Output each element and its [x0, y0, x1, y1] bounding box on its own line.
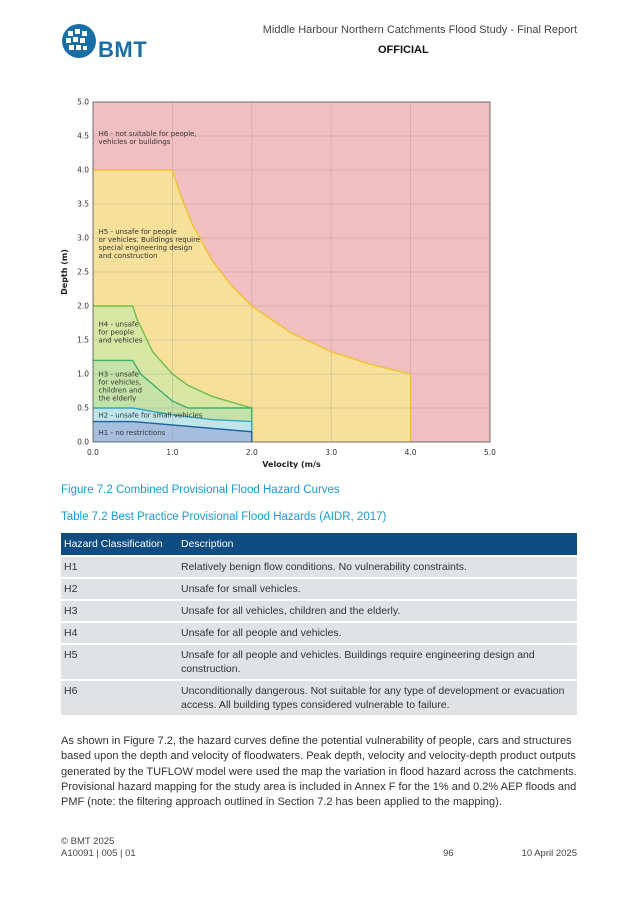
region-label-line: H3 - unsafe [99, 371, 139, 379]
y-tick-label: 3.0 [77, 234, 89, 243]
cell-classification: H1 [61, 557, 178, 577]
region-label-H5: H5 - unsafe for people or vehicles. Build… [99, 228, 201, 260]
y-tick-label: 3.5 [77, 200, 89, 209]
cell-classification: H2 [61, 579, 178, 599]
x-tick-label: 0.0 [87, 448, 99, 457]
table-row: H4 Unsafe for all people and vehicles. [61, 623, 577, 643]
table-row: H6 Unconditionally dangerous. Not suitab… [61, 681, 577, 715]
x-axis-label: Velocity (m/s [262, 460, 321, 469]
region-label-H6: H6 - not suitable for people, vehicles or… [99, 130, 197, 146]
region-label-line: H4 - unsafe [99, 320, 139, 328]
table-row: H5 Unsafe for all people and vehicles. B… [61, 645, 577, 679]
region-label-line: vehicles or buildings [99, 138, 171, 146]
table-header-row: Hazard Classification Description [61, 533, 577, 555]
plot-frame [92, 101, 491, 443]
region-label-line: or vehicles. Buildings require [99, 236, 201, 244]
y-axis-label: Depth (m) [60, 249, 69, 295]
table-row: H2 Unsafe for small vehicles. [61, 579, 577, 599]
boundary-H4 [93, 305, 253, 442]
cell-description: Unsafe for all vehicles, children and th… [178, 601, 577, 621]
boundary-H2 [93, 407, 253, 442]
region-label-H4: H4 - unsafe for people and vehicles [99, 320, 143, 344]
y-tick-label: 4.0 [77, 166, 89, 175]
region-label-line: children and [99, 387, 142, 395]
x-tick-label: 5.0 [484, 448, 496, 457]
logo-text: BMT [98, 37, 148, 62]
x-tick-label: 1.0 [166, 448, 178, 457]
y-tick-label: 0.0 [77, 438, 89, 447]
y-tick-label: 5.0 [77, 98, 89, 107]
footer-date: 10 April 2025 [521, 848, 577, 859]
x-tick-label: 2.0 [246, 448, 258, 457]
document-title: Middle Harbour Northern Catchments Flood… [262, 24, 577, 36]
region-label-line: H6 - not suitable for people, [99, 130, 197, 138]
y-tick-label: 0.5 [77, 404, 89, 413]
figure-caption: Figure 7.2 Combined Provisional Flood Ha… [61, 484, 340, 496]
region-label-H2: H2 - unsafe for small vehicles [99, 412, 203, 420]
boundary-H3 [93, 359, 253, 442]
region-label-line: and vehicles [99, 336, 143, 344]
table-caption: Table 7.2 Best Practice Provisional Floo… [61, 511, 387, 523]
footer-doc-ref: A10091 | 005 | 01 [61, 848, 136, 859]
cell-classification: H5 [61, 645, 178, 679]
boundary-H1 [93, 420, 253, 442]
region-label-H1: H1 - no restrictions [99, 429, 166, 437]
y-tick-label: 4.5 [77, 132, 89, 141]
region-label-line: H2 - unsafe for small vehicles [99, 412, 203, 420]
region-label-line: special engineering design [99, 244, 193, 252]
region-label-H3: H3 - unsafe for vehicles, children and the … [99, 371, 142, 403]
cell-classification: H4 [61, 623, 178, 643]
cell-description: Unsafe for all people and vehicles. Buil… [178, 645, 577, 679]
cell-classification: H3 [61, 601, 178, 621]
table-row: H1 Relatively benign flow conditions. No… [61, 557, 577, 577]
region-label-line: for people [99, 328, 135, 336]
boundary-H5 [93, 169, 412, 442]
table-row: H3 Unsafe for all vehicles, children and… [61, 601, 577, 621]
x-tick-label: 4.0 [405, 448, 417, 457]
y-tick-label: 1.0 [77, 370, 89, 379]
cell-description: Relatively benign flow conditions. No vu… [178, 557, 577, 577]
y-tick-label: 1.5 [77, 336, 89, 345]
footer-copyright: © BMT 2025 [61, 836, 115, 847]
region-label-line: and construction [99, 252, 158, 260]
region-label-line: the elderly [99, 395, 137, 403]
cell-description: Unsafe for small vehicles. [178, 579, 577, 599]
region-H1 [93, 421, 252, 442]
header-cell-classification: Hazard Classification [61, 533, 178, 555]
x-tick-label: 3.0 [325, 448, 337, 457]
bmt-logo-icon [62, 24, 96, 58]
page-number: 96 [443, 848, 454, 859]
body-paragraph: As shown in Figure 7.2, the hazard curve… [61, 735, 577, 809]
classification-label: OFFICIAL [378, 44, 429, 56]
header-cell-description: Description [178, 533, 577, 555]
cell-description: Unconditionally dangerous. Not suitable … [178, 681, 577, 715]
region-label-line: for vehicles, [99, 379, 142, 387]
y-tick-label: 2.0 [77, 302, 89, 311]
region-label-line: H5 - unsafe for people [99, 228, 177, 236]
flood-hazard-chart: H6 - not suitable for people, vehicles or… [60, 98, 496, 470]
hazard-table: Hazard Classification Description H1 Rel… [61, 531, 577, 717]
cell-classification: H6 [61, 681, 178, 715]
y-tick-label: 2.5 [77, 268, 89, 277]
cell-description: Unsafe for all people and vehicles. [178, 623, 577, 643]
region-label-line: H1 - no restrictions [99, 429, 166, 437]
